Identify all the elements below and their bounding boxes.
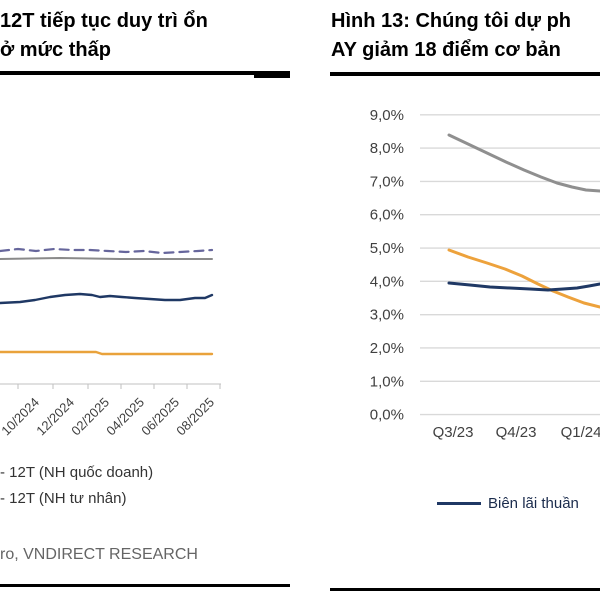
right-chart-title-line1: Hình 13: Chúng tôi dự ph (331, 10, 571, 32)
legend-item: - 12T (NH tư nhân) (0, 486, 153, 512)
left-series-dashed-slate (0, 247, 214, 255)
left-chart-title: 12T tiếp tục duy trì ổn ở mức thấp (0, 7, 208, 65)
legend-item-label: - 12T (NH quốc doanh) (0, 464, 154, 481)
right-chart-legend: Biên lãi thuần (437, 495, 579, 512)
right-series-navy (447, 281, 600, 292)
left-chart-title-line2: ở mức thấp (0, 39, 111, 61)
left-series-orange (0, 350, 214, 356)
legend-item-label: Biên lãi thuần (488, 495, 579, 512)
legend-item: - 12T (NH quốc doanh) (0, 460, 153, 486)
left-series-navy (0, 292, 214, 305)
right-series-gray (447, 133, 600, 193)
right-chart-title: Hình 13: Chúng tôi dự ph AY giảm 18 điểm… (331, 7, 571, 65)
left-x-axis-label: 02/2025 (68, 395, 112, 439)
right-y-axis-label: 6,0% (370, 207, 404, 224)
right-series-orange (447, 248, 600, 309)
left-chart-title-line1: 12T tiếp tục duy trì ổn (0, 10, 208, 32)
left-x-axis-label: 12/2024 (33, 395, 77, 439)
right-x-axis-label: Q4/23 (496, 424, 537, 441)
right-chart-title-line2: AY giảm 18 điểm cơ bản (331, 39, 561, 61)
right-y-axis-label: 2,0% (370, 340, 404, 357)
left-title-underline-accent (254, 73, 290, 78)
left-title-underline (0, 71, 290, 75)
source-note: ro, VNDIRECT RESEARCH (0, 546, 198, 563)
nim-line-swatch (437, 502, 481, 505)
right-y-axis-label: 7,0% (370, 173, 404, 190)
left-x-axis-label: 10/2024 (0, 395, 42, 439)
left-x-axis-label: 08/2025 (173, 395, 217, 439)
right-title-underline (330, 72, 600, 76)
right-x-axis-label: Q1/24 (561, 424, 600, 441)
left-series-gray (0, 257, 213, 260)
right-y-axis-label: 9,0% (370, 107, 404, 124)
right-y-axis-label: 1,0% (370, 373, 404, 390)
left-x-axis-label: 06/2025 (138, 395, 182, 439)
right-y-axis-label: 0,0% (370, 407, 404, 424)
left-x-axis-label: 04/2025 (103, 395, 147, 439)
legend-item-label: - 12T (NH tư nhân) (0, 490, 127, 507)
right-y-axis-label: 8,0% (370, 140, 404, 157)
right-y-axis-label: 4,0% (370, 273, 404, 290)
right-y-axis-label: 3,0% (370, 307, 404, 324)
right-y-axis-label: 5,0% (370, 240, 404, 257)
right-x-axis-label: Q3/23 (433, 424, 474, 441)
right-panel-bottom-rule (330, 588, 600, 591)
left-panel-bottom-rule (0, 584, 290, 587)
left-chart-legend: - 12T (NH quốc doanh) - 12T (NH tư nhân) (0, 460, 153, 512)
